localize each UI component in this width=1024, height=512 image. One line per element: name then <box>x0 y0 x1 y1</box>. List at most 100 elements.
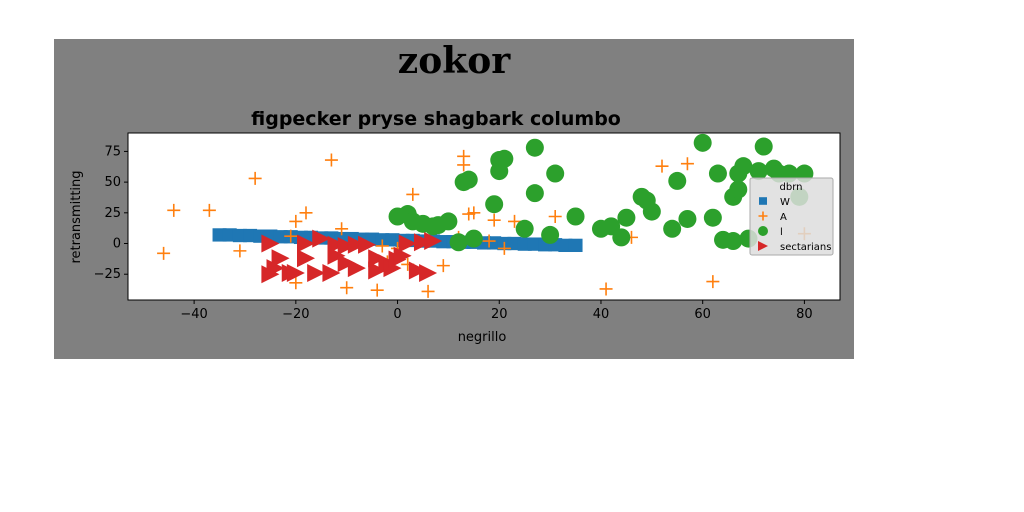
data-point <box>568 238 583 253</box>
data-point <box>393 246 412 265</box>
data-point <box>297 234 315 253</box>
data-point <box>693 133 712 152</box>
legend-title: dbrn <box>780 182 803 193</box>
data-point <box>157 246 171 260</box>
data-point <box>734 157 753 176</box>
legend-entry-label: A <box>780 212 787 223</box>
x-tick-label: 80 <box>796 307 813 322</box>
data-point <box>358 235 377 254</box>
x-tick-label: 40 <box>593 307 610 322</box>
data-point <box>370 283 384 297</box>
data-point <box>368 249 387 268</box>
data-point <box>729 180 748 199</box>
legend-marker <box>758 241 768 251</box>
data-point <box>548 210 562 223</box>
data-point <box>599 282 613 296</box>
data-point <box>497 241 511 255</box>
data-point <box>312 229 331 248</box>
data-point <box>668 171 687 190</box>
y-tick-label: 0 <box>113 237 121 252</box>
data-point <box>375 239 389 253</box>
data-point <box>271 249 290 268</box>
data-point <box>642 202 661 221</box>
data-point <box>754 137 773 156</box>
figure-background: zokor figpecker pryse shagbark columbo −… <box>54 39 854 359</box>
data-point <box>307 263 326 282</box>
data-point <box>436 259 450 273</box>
data-point <box>266 259 285 278</box>
x-tick-label: −20 <box>282 307 309 322</box>
figure-suptitle: zokor <box>397 40 511 82</box>
y-tick-label: 50 <box>104 175 121 190</box>
data-point <box>233 244 247 258</box>
data-point <box>617 208 636 227</box>
data-point <box>464 229 483 248</box>
data-point <box>439 212 458 231</box>
data-point <box>419 263 438 282</box>
data-point <box>337 254 356 273</box>
data-point <box>408 261 427 280</box>
legend-box <box>749 177 834 256</box>
data-point <box>655 159 669 173</box>
data-point <box>508 214 522 228</box>
data-point <box>678 209 697 228</box>
x-tick-label: 60 <box>694 307 711 322</box>
data-point <box>261 234 280 253</box>
data-point <box>406 187 420 201</box>
data-point <box>167 203 181 217</box>
legend-marker <box>758 211 768 221</box>
data-point <box>398 234 417 253</box>
data-point <box>335 222 349 236</box>
data-point <box>495 149 514 168</box>
data-point <box>284 229 298 243</box>
data-point <box>413 233 432 252</box>
data-point <box>703 208 722 227</box>
data-point <box>286 263 305 282</box>
data-point <box>663 219 682 238</box>
y-tick-label: 75 <box>104 144 121 159</box>
plot-area <box>127 132 841 301</box>
y-axis-label: retransmitting <box>69 170 84 263</box>
data-point <box>297 249 315 268</box>
data-point <box>327 235 346 254</box>
x-tick-label: 20 <box>491 307 508 322</box>
data-point <box>202 203 216 217</box>
data-point <box>467 206 481 220</box>
data-point <box>482 234 496 248</box>
y-tick-label: 25 <box>104 206 121 221</box>
series-l <box>388 133 814 252</box>
data-point <box>459 170 478 189</box>
y-tick-label: −25 <box>94 267 121 282</box>
data-point <box>337 236 356 255</box>
data-point <box>347 235 366 254</box>
legend: dbrn WAl sectarians <box>749 177 834 256</box>
data-point <box>248 171 262 185</box>
x-tick-label: −40 <box>180 307 207 322</box>
x-axis-label: negrillo <box>458 330 507 345</box>
data-point <box>347 259 366 278</box>
legend-marker <box>759 197 767 205</box>
data-point <box>708 164 727 183</box>
data-point <box>322 263 341 282</box>
data-point <box>340 281 354 295</box>
legend-entry-label: l <box>780 227 783 238</box>
data-point <box>457 158 471 172</box>
data-point <box>289 276 303 290</box>
axis-ticks: −40 −20 0 20 40 60 80 −25 0 25 50 75 <box>94 144 813 322</box>
data-point <box>706 275 720 289</box>
data-point <box>541 225 560 244</box>
legend-entry-label: W <box>780 197 790 208</box>
data-point <box>421 284 435 298</box>
data-point <box>383 259 402 278</box>
data-marks <box>157 133 814 298</box>
chart-title: figpecker pryse shagbark columbo <box>251 108 621 130</box>
data-point <box>525 138 544 157</box>
data-point <box>487 213 501 227</box>
legend-entry-label: sectarians <box>780 242 831 253</box>
data-point <box>485 195 504 214</box>
data-point <box>289 214 303 228</box>
legend-marker <box>758 226 768 236</box>
data-point <box>566 207 585 226</box>
data-point <box>299 206 313 220</box>
data-point <box>525 184 544 203</box>
